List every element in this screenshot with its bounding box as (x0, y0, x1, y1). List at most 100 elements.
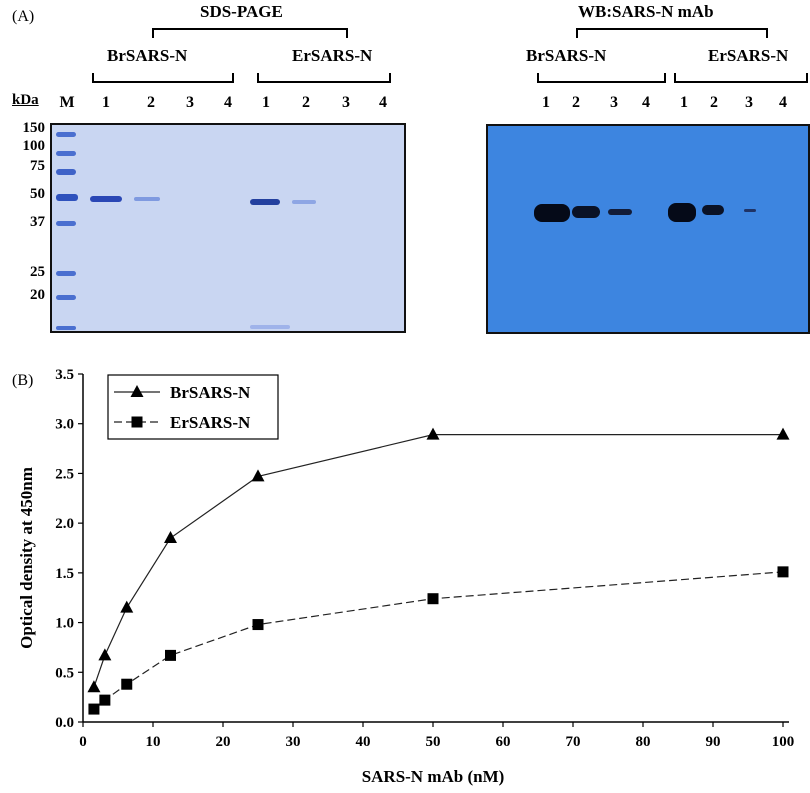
ladder-band-75 (56, 169, 76, 175)
wb-br-bracket (537, 73, 666, 83)
elisa-chart: 0 10 20 30 40 50 60 70 80 90 100 0.0 0.5 1.0 1.5 2.0 2.5… (17, 367, 794, 786)
ladder-band-bottom (56, 326, 76, 330)
y-tick-label: 3.5 (55, 367, 74, 383)
ladder-band-25 (56, 271, 76, 276)
mw-25: 25 (30, 264, 45, 280)
ladder-band-20 (56, 295, 76, 300)
data-point-square (121, 678, 133, 690)
y-tick-label: 2.0 (55, 516, 74, 532)
sds-group-er-label: ErSARS-N (292, 46, 373, 65)
x-tick-label: 40 (356, 734, 371, 750)
data-point-square (252, 619, 264, 631)
x-tick-label: 100 (772, 734, 795, 750)
ladder-band-50 (56, 194, 78, 201)
mw-20: 20 (30, 287, 45, 303)
legend-box (107, 374, 279, 440)
ladder-band-150 (56, 132, 76, 137)
mw-37: 37 (30, 214, 45, 230)
chart-axes: 0 10 20 30 40 50 60 70 80 90 100 0.0 0.5 1.0 1.5 2.0 2.5… (55, 367, 794, 750)
data-point-square (777, 566, 789, 578)
panel-b-letter: (B) (12, 372, 34, 389)
sds-er-band-1 (250, 199, 280, 205)
data-point-square (165, 649, 176, 661)
kda-label: kDa (12, 92, 39, 108)
mw-150: 150 (22, 120, 46, 136)
wb-er-band-1 (668, 203, 696, 222)
wb-title: WB:SARS-N mAb (578, 2, 714, 21)
wb-br-band-1 (534, 204, 570, 222)
wb-er-lane-3: 3 (745, 94, 753, 111)
x-tick-label: 70 (566, 734, 581, 750)
data-point-square (427, 593, 439, 605)
y-tick-label: 3.0 (55, 417, 74, 433)
x-tick-label: 10 (146, 734, 161, 750)
wb-br-lane-1: 1 (542, 94, 550, 111)
sds-br-band-1 (90, 196, 122, 202)
series-line-0 (93, 434, 783, 688)
x-tick-label: 50 (426, 734, 441, 750)
sds-er-lane-3: 3 (342, 94, 350, 111)
x-tick-label: 80 (636, 734, 651, 750)
wb-group-er-label: ErSARS-N (708, 46, 789, 65)
sds-er-lane-1: 1 (262, 94, 270, 111)
data-point-triangle (164, 531, 177, 544)
x-axis-label: SARS-N mAb (nM) (362, 767, 505, 786)
western-blot (486, 124, 810, 334)
x-tick-label: 20 (216, 734, 231, 750)
sds-er-lane-4: 4 (379, 94, 387, 111)
wb-er-bracket (674, 73, 808, 83)
y-tick-label: 2.5 (55, 466, 74, 482)
data-point-square (99, 694, 111, 706)
y-axis-label: Optical density at 450nm (17, 467, 36, 649)
y-tick-label: 1.5 (55, 566, 74, 582)
x-tick-label: 60 (496, 734, 511, 750)
wb-group-br-label: BrSARS-N (526, 46, 607, 65)
sds-page-title: SDS-PAGE (200, 2, 283, 21)
sds-br-lane-4: 4 (224, 94, 232, 111)
sds-br-lane-1: 1 (102, 94, 110, 111)
chart-markers (87, 427, 790, 715)
data-point-triangle (251, 469, 265, 482)
y-tick-label: 0.0 (55, 715, 74, 731)
y-tick-label: 1.0 (55, 616, 74, 632)
data-point-triangle (120, 600, 134, 613)
data-point-triangle (426, 427, 440, 440)
mw-75: 75 (30, 158, 45, 174)
series-line-1 (93, 571, 784, 710)
marker-lane-label: M (59, 94, 75, 111)
legend-label: BrSARS-N (170, 383, 251, 402)
wb-er-lane-1: 1 (680, 94, 688, 111)
wb-br-lane-4: 4 (642, 94, 650, 111)
legend-marker-square (131, 416, 143, 428)
sds-er-band-2 (292, 200, 316, 204)
ladder-band-100 (56, 151, 76, 156)
wb-br-band-2 (572, 206, 600, 218)
data-point-triangle (87, 680, 101, 693)
sds-er-lane-2: 2 (302, 94, 310, 111)
sds-er-bracket (257, 73, 391, 83)
sds-br-lane-2: 2 (147, 94, 155, 111)
sds-br-band-2 (134, 197, 160, 201)
wb-br-band-3 (608, 209, 632, 215)
wb-er-lane-4: 4 (779, 94, 787, 111)
sds-page-bracket (152, 28, 348, 38)
chart-legend: BrSARS-N ErSARS-N (107, 374, 279, 440)
wb-br-lane-3: 3 (610, 94, 618, 111)
data-point-triangle (776, 427, 790, 440)
x-tick-label: 90 (706, 734, 721, 750)
legend-label: ErSARS-N (170, 413, 251, 432)
data-point-square (88, 703, 100, 715)
wb-er-lane-2: 2 (710, 94, 718, 111)
sds-group-br-label: BrSARS-N (107, 46, 188, 65)
sds-er-bottom-smear (250, 325, 290, 329)
legend-marker-triangle (130, 385, 144, 397)
mw-100: 100 (22, 138, 46, 154)
sds-br-bracket (92, 73, 234, 83)
y-tick-label: 0.5 (55, 665, 74, 681)
chart-lines (93, 434, 784, 710)
wb-bracket (576, 28, 768, 38)
sds-br-lane-3: 3 (186, 94, 194, 111)
wb-er-band-3 (744, 209, 756, 212)
ladder-band-37 (56, 221, 76, 226)
x-tick-label: 0 (79, 734, 87, 750)
